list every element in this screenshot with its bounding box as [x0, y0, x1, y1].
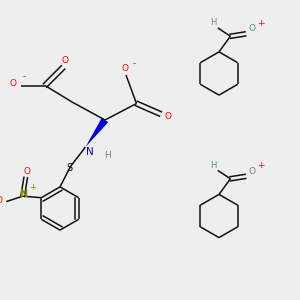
Text: S: S — [67, 163, 73, 173]
Text: H: H — [210, 18, 217, 27]
Text: H: H — [210, 160, 217, 169]
Text: +: + — [29, 183, 36, 192]
Text: +: + — [256, 161, 264, 170]
Text: O: O — [121, 64, 128, 73]
Text: O: O — [0, 196, 2, 205]
Polygon shape — [85, 118, 108, 147]
Text: -: - — [133, 59, 136, 68]
Text: O: O — [61, 56, 68, 65]
Text: N: N — [19, 189, 27, 199]
Text: O: O — [23, 167, 30, 176]
Text: O: O — [9, 80, 16, 88]
Text: O: O — [248, 167, 256, 176]
Text: O: O — [248, 24, 256, 33]
Text: +: + — [256, 19, 264, 28]
Text: N: N — [86, 146, 94, 157]
Text: H: H — [104, 152, 110, 160]
Text: -: - — [22, 73, 26, 82]
Text: O: O — [164, 112, 172, 122]
